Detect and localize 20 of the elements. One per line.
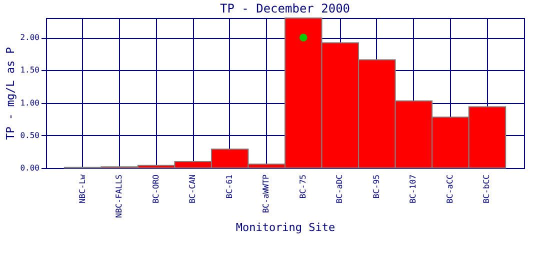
y-tick-label: 2.00 bbox=[20, 33, 40, 42]
x-axis-title: Monitoring Site bbox=[236, 220, 336, 234]
chart-title: TP - December 2000 bbox=[220, 2, 350, 16]
x-tick-label: BC-75 bbox=[298, 174, 308, 199]
y-tick-label: 1.50 bbox=[20, 66, 40, 75]
y-axis-title: TP - mg/L as P bbox=[4, 46, 18, 140]
y-tick-label: 1.00 bbox=[20, 98, 40, 108]
y-tick-label: 0.00 bbox=[20, 164, 40, 172]
x-tick-label: BC-95 bbox=[372, 174, 381, 199]
x-tick-label: BC-ORO bbox=[151, 174, 160, 204]
x-tick-label: BC-CAN bbox=[188, 174, 198, 204]
x-tick-label: BC-bCC bbox=[482, 174, 492, 204]
x-tick-label: NBC-Lw bbox=[78, 174, 87, 204]
x-tick-label: BC-aCC bbox=[445, 174, 454, 204]
x-tick-label: BC-aWWTP bbox=[262, 174, 271, 214]
x-tick-label: BC-61 bbox=[224, 174, 234, 199]
y-tick-label: 0.50 bbox=[20, 130, 40, 140]
x-tick-label: NBC-FALLS bbox=[114, 174, 124, 218]
x-tick-label: BC-aDC bbox=[335, 174, 344, 204]
x-tick-label: BC-107 bbox=[408, 174, 418, 204]
